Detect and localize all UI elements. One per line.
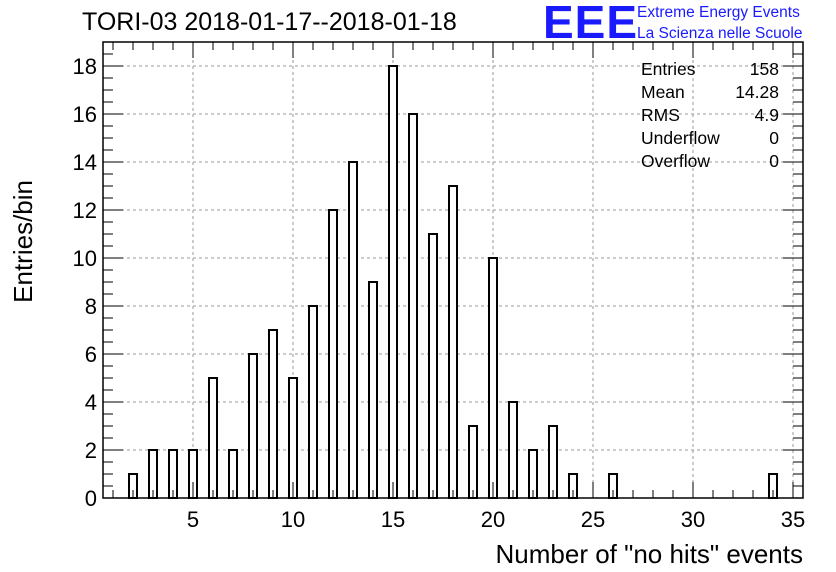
y-axis-title: Entries/bin xyxy=(8,180,38,303)
stat-row-mean: Mean 14.28 xyxy=(641,81,779,104)
y-tick-label: 8 xyxy=(85,294,97,319)
chart-title: TORI-03 2018-01-17--2018-01-18 xyxy=(82,8,457,36)
y-tick-label: 0 xyxy=(85,486,97,511)
stat-label: RMS xyxy=(641,105,680,125)
x-axis-title: Number of "no hits" events xyxy=(496,539,804,569)
histogram-bar xyxy=(248,353,258,499)
histogram-bar xyxy=(548,425,558,499)
stat-row-rms: RMS 4.9 xyxy=(641,104,779,127)
axis-ticks xyxy=(103,41,803,499)
y-tick-label: 2 xyxy=(85,438,97,463)
x-tick-label: 20 xyxy=(481,507,505,532)
stat-value: 0 xyxy=(769,151,779,171)
histogram-bar xyxy=(388,65,398,499)
logo-line-1: Extreme Energy Events xyxy=(637,4,800,21)
stat-value: 0 xyxy=(769,128,779,148)
stat-label: Mean xyxy=(641,82,685,102)
stat-row-underflow: Underflow 0 xyxy=(641,127,779,150)
y-tick-label: 10 xyxy=(73,246,97,271)
logo-mark: EEE xyxy=(543,0,639,48)
y-tick-label: 14 xyxy=(73,150,97,175)
histogram-bar xyxy=(268,329,278,499)
histogram-bar xyxy=(448,185,458,499)
histogram-bar xyxy=(288,377,298,499)
y-tick-label: 6 xyxy=(85,342,97,367)
histogram-bar xyxy=(428,233,438,499)
x-tick-label: 10 xyxy=(281,507,305,532)
stat-label: Underflow xyxy=(641,128,720,148)
tick-labels: 5 10 15 20 25 30 35 0 2 4 6 8 10 12 14 16 18 xyxy=(73,54,806,532)
y-tick-label: 16 xyxy=(73,102,97,127)
histogram-bar xyxy=(308,305,318,499)
histogram-bar xyxy=(368,281,378,499)
histogram-bar xyxy=(348,161,358,499)
histogram-bar xyxy=(468,425,478,499)
x-tick-label: 30 xyxy=(681,507,705,532)
stat-label: Entries xyxy=(641,59,696,79)
histogram-bar xyxy=(208,377,218,499)
x-tick-label: 15 xyxy=(381,507,405,532)
x-tick-label: 35 xyxy=(781,507,805,532)
stat-value: 158 xyxy=(749,59,779,79)
histogram-bar xyxy=(328,209,338,499)
x-tick-label: 25 xyxy=(581,507,605,532)
stat-value: 14.28 xyxy=(735,82,779,102)
stats-box: Entries 158 Mean 14.28 RMS 4.9 Underflow 0 Overf… xyxy=(641,58,779,173)
histogram-bar xyxy=(508,401,518,499)
y-tick-label: 4 xyxy=(85,390,97,415)
y-tick-label: 12 xyxy=(73,198,97,223)
eee-logo: EEE Extreme Energy Events La Scienza nel… xyxy=(543,0,833,48)
histogram-bar xyxy=(408,113,418,499)
x-tick-label: 5 xyxy=(187,507,199,532)
histogram-bar xyxy=(488,257,498,499)
y-tick-label: 18 xyxy=(73,54,97,79)
logo-line-2: La Scienza nelle Scuole xyxy=(637,25,803,42)
stat-row-entries: Entries 158 xyxy=(641,58,779,81)
stat-value: 4.9 xyxy=(754,105,779,125)
stat-label: Overflow xyxy=(641,151,711,171)
stat-row-overflow: Overflow 0 xyxy=(641,150,779,173)
